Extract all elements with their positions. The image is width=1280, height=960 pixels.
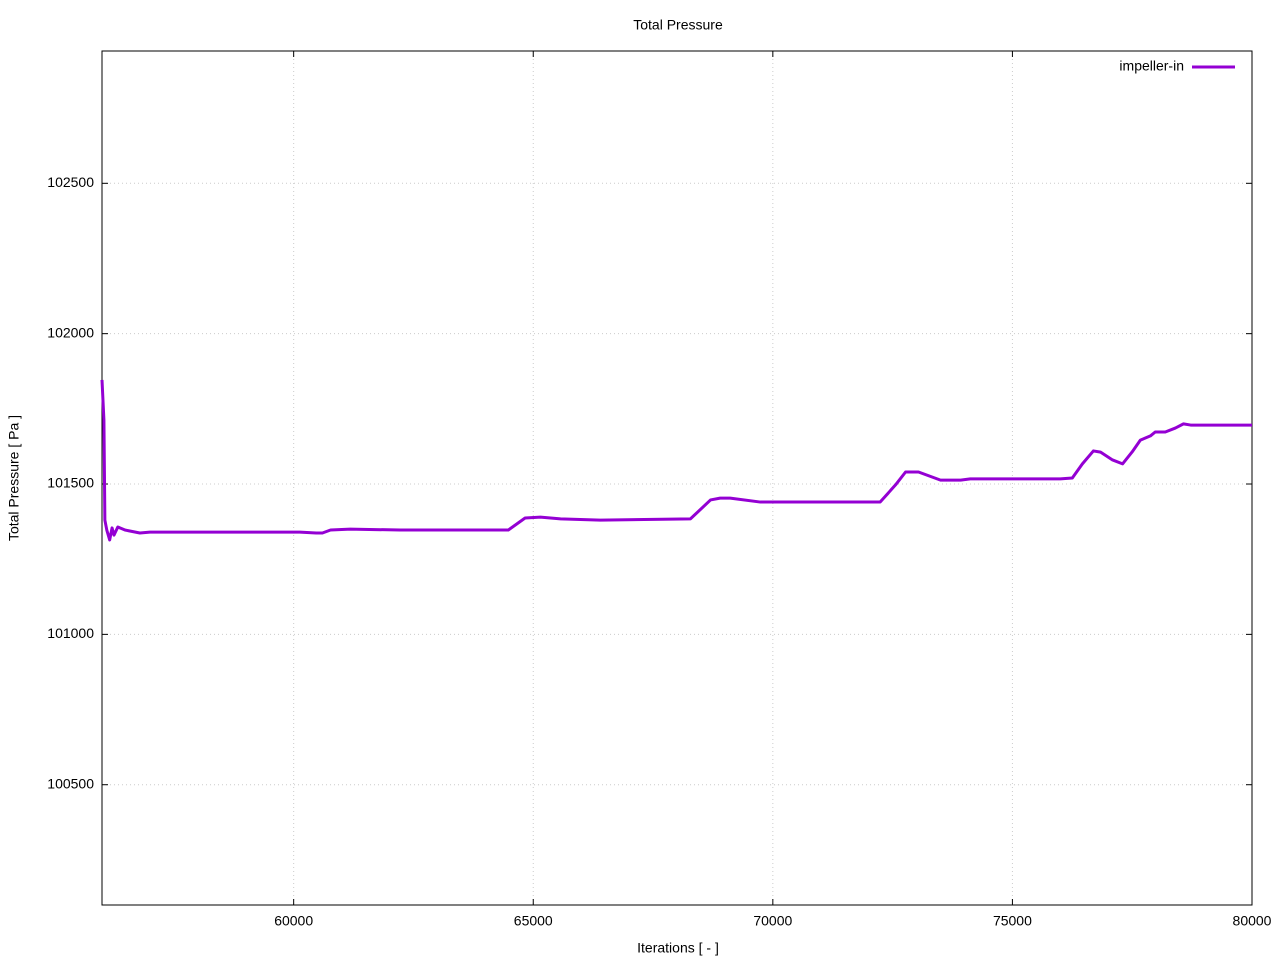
plot-frame [101,50,1253,906]
data-line [100,379,1252,542]
x-tick-label: 60000 [274,913,313,929]
y-tick-label: 102000 [47,324,94,340]
y-tick-label: 101500 [47,475,94,491]
y-axis-label: Total Pressure [ Pa ] [6,415,22,541]
chart-title: Total Pressure [633,17,723,33]
x-tick-label: 70000 [753,913,792,929]
x-tick-label: 65000 [514,913,553,929]
x-tick-label: 75000 [993,913,1032,929]
y-tick-label: 101000 [47,625,94,641]
x-tick-label: 80000 [1233,913,1272,929]
legend-label: impeller-in [1119,58,1184,74]
y-tick-label: 100500 [47,775,94,791]
y-tick-label: 102500 [47,174,94,190]
x-axis-label: Iterations [ - ] [637,940,719,956]
